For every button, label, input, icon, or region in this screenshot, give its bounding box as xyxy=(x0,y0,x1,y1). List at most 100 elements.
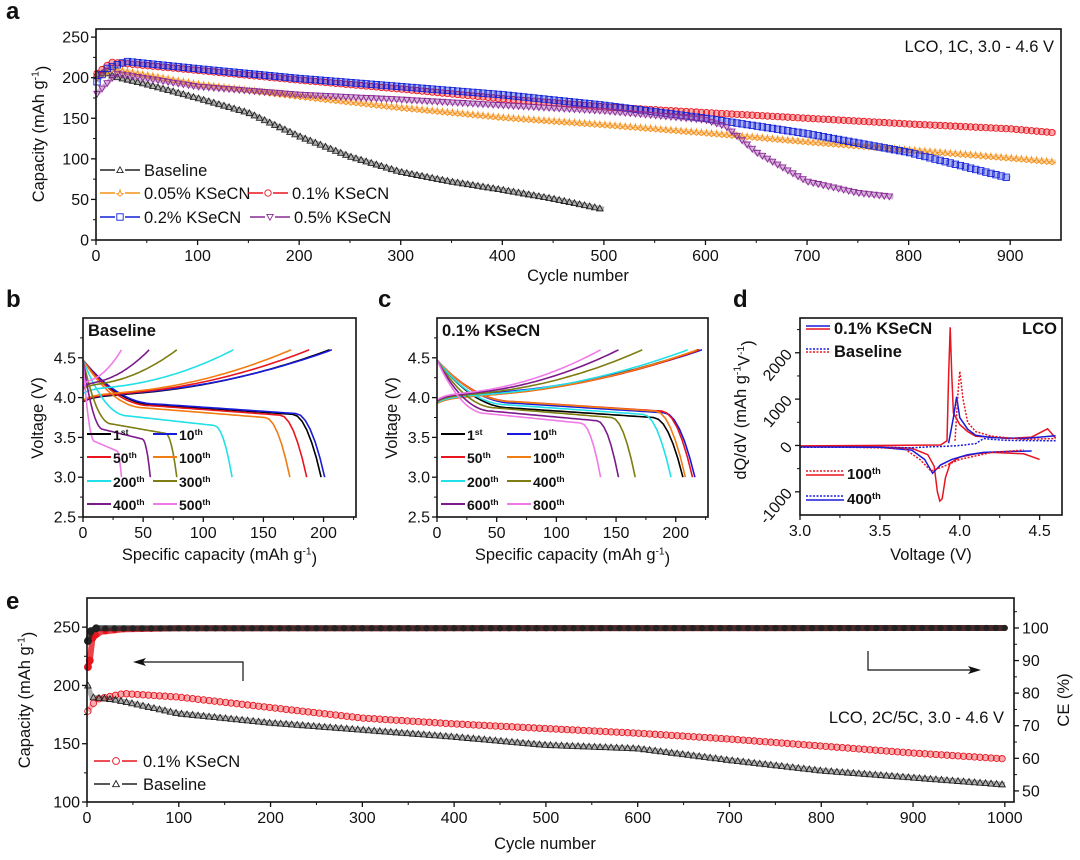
a-marker-0-5-ksecn xyxy=(677,114,686,122)
a-marker-0-2-ksecn xyxy=(174,63,182,71)
a-marker-0-5-ksecn xyxy=(707,118,716,126)
a-marker-baseline xyxy=(357,155,366,163)
label-part: ) xyxy=(665,549,671,567)
a-marker-0-5-ksecn xyxy=(519,103,528,111)
e-marker-baseline xyxy=(794,763,803,771)
e-marker-baseline xyxy=(965,777,973,785)
a-marker-0-05-ksecn xyxy=(428,105,437,115)
e-marker-0-1-ksecn xyxy=(194,695,202,703)
a-marker-0-2-ksecn xyxy=(433,85,441,94)
a-marker-0-2-ksecn xyxy=(194,65,203,73)
e-marker-baseline xyxy=(469,734,478,742)
a-marker-0-2-ksecn xyxy=(966,164,975,172)
e-marker-baseline-ce xyxy=(1001,624,1008,632)
e-marker-baseline-ce xyxy=(83,637,92,645)
e-marker-baseline xyxy=(111,695,120,703)
e-marker-0-1-ksecn xyxy=(612,728,621,736)
e-marker-baseline-ce xyxy=(735,625,742,632)
e-right-ytick-label: 70 xyxy=(1022,718,1040,735)
a-marker-0-05-ksecn xyxy=(341,96,351,106)
a-marker-0-05-ksecn xyxy=(560,117,569,126)
a-marker-baseline xyxy=(367,158,376,166)
a-marker-0-1-ksecn xyxy=(992,124,1000,132)
a-marker-0-05-ksecn xyxy=(661,124,671,134)
a-marker-0-05-ksecn xyxy=(717,129,726,139)
e-marker-baseline xyxy=(210,712,219,721)
e-right-ytick-label: 50 xyxy=(1022,783,1040,800)
a-marker-0-1-ksecn xyxy=(1038,127,1046,136)
e-marker-baseline xyxy=(105,694,114,702)
a-marker-0-05-ksecn xyxy=(326,95,335,104)
e-xtick-label: 300 xyxy=(349,810,376,827)
a-marker-0-05-ksecn xyxy=(1032,155,1041,165)
e-marker-baseline xyxy=(480,735,489,743)
a-marker-baseline xyxy=(296,132,305,140)
a-marker-0-2-ksecn xyxy=(296,74,304,83)
a-marker-0-5-ksecn xyxy=(661,113,670,121)
e-marker-0-1-ksecn xyxy=(662,731,670,739)
a-marker-0-2-ksecn xyxy=(763,124,772,132)
e-marker-baseline xyxy=(188,710,197,718)
e-marker-0-1-ksecn xyxy=(717,734,725,743)
a-marker-0-2-ksecn xyxy=(799,129,807,137)
e-marker-baseline xyxy=(232,715,241,723)
a-marker-baseline xyxy=(209,98,218,106)
a-marker-0-2-ksecn xyxy=(911,150,919,158)
a-marker-0-1-ksecn xyxy=(875,118,883,126)
a-marker-0-05-ksecn xyxy=(610,120,620,130)
a-band-0-5-ksecn xyxy=(95,70,894,200)
a-marker-0-05-ksecn xyxy=(351,97,361,107)
a-marker-0-5-ksecn xyxy=(103,80,112,88)
e-marker-baseline xyxy=(552,741,560,749)
e-marker-0-1-ksecn xyxy=(128,690,136,698)
a-marker-baseline xyxy=(280,125,289,133)
c-ytick-label: 3.5 xyxy=(408,430,430,447)
e-marker-0-1-ksecn xyxy=(805,741,813,749)
a-marker-0-5-ksecn xyxy=(275,90,284,98)
e-marker-0-1-ksecn xyxy=(761,738,769,746)
e-marker-baseline-ce xyxy=(689,625,696,632)
e-y-axis-title: Capacity (mAh g-1) xyxy=(16,632,37,769)
a-marker-0-05-ksecn xyxy=(798,136,808,146)
a-marker-0-1-ksecn xyxy=(972,123,980,131)
c-xtick-label: 150 xyxy=(603,525,630,542)
e-marker-0-1-ksecn xyxy=(447,720,456,728)
a-marker-baseline xyxy=(301,134,310,142)
a-marker-0-05-ksecn xyxy=(204,80,213,90)
a-marker-0-2-ksecn xyxy=(352,79,360,87)
e-marker-baseline xyxy=(287,720,296,728)
a-marker-0-05-ksecn xyxy=(976,150,985,160)
a-marker-0-05-ksecn xyxy=(372,100,381,109)
a-marker-0-2-ksecn xyxy=(316,76,325,84)
a-marker-0-5-ksecn xyxy=(819,182,828,190)
a-marker-baseline xyxy=(545,193,554,201)
a-marker-0-05-ksecn xyxy=(316,93,325,103)
a-marker-baseline xyxy=(250,111,259,119)
e-marker-baseline xyxy=(871,770,880,778)
a-marker-baseline xyxy=(362,157,371,165)
e-marker-0-1-ksecn xyxy=(172,693,180,701)
a-marker-0-2-ksecn xyxy=(905,148,914,157)
a-marker-0-2-ksecn xyxy=(281,73,289,81)
a-marker-0-2-ksecn xyxy=(428,85,436,93)
c-charge-curve-200th xyxy=(436,349,688,404)
a-marker-0-05-ksecn xyxy=(458,108,467,118)
a-marker-0-2-ksecn xyxy=(484,89,492,98)
e-marker-0-1-ksecn xyxy=(816,742,824,750)
a-marker-0-2-ksecn xyxy=(372,81,381,89)
e-marker-0-1-ksecn xyxy=(706,734,714,742)
a-marker-0-2-ksecn xyxy=(809,131,817,139)
a-marker-0-2-ksecn xyxy=(271,72,279,80)
e-marker-0-1-ksecn xyxy=(414,717,422,726)
a-marker-0-5-ksecn xyxy=(270,89,279,97)
a-marker-0-2-ksecn xyxy=(525,93,533,102)
a-marker-baseline xyxy=(423,172,432,180)
a-marker-0-05-ksecn xyxy=(565,117,574,127)
e-legend-gap xyxy=(110,779,122,789)
e-marker-0-1-ksecn xyxy=(871,746,880,754)
e-marker-0-1-ksecn xyxy=(574,726,582,734)
e-xtick-label: 200 xyxy=(257,810,284,827)
b-xtick-label: 100 xyxy=(190,525,217,542)
e-marker-baseline xyxy=(166,707,175,715)
